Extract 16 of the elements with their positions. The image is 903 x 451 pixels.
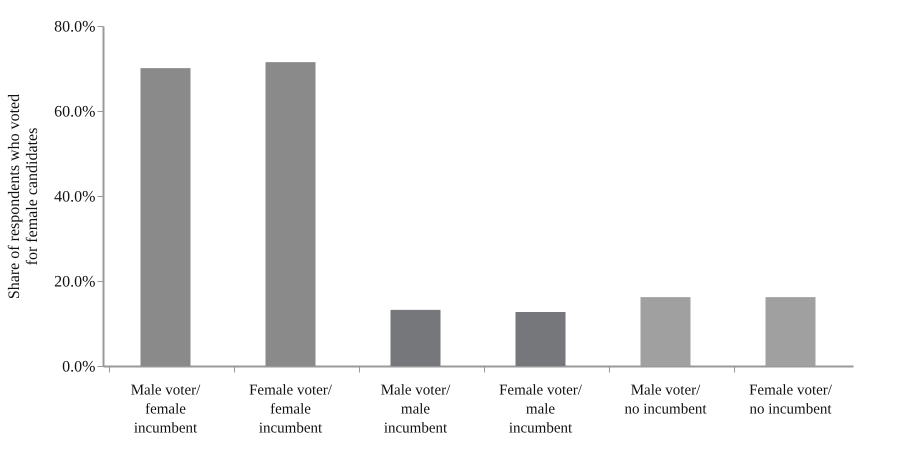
bar [516, 312, 566, 366]
x-tick-label: Female voter/ no incumbent [749, 382, 833, 418]
x-tick-label: Male voter/ female incumbent [130, 382, 202, 436]
x-tick-label: Female voter/ female incumbent [249, 382, 333, 436]
x-tick-label: Male voter/ male incumbent [380, 382, 452, 436]
x-tick-label: Male voter/ no incumbent [624, 382, 708, 418]
bar [390, 310, 440, 366]
bar [140, 68, 190, 366]
x-tick-label: Female voter/ male incumbent [499, 382, 583, 436]
y-tick-label: 80.0% [54, 18, 96, 36]
y-tick-label: 20.0% [54, 274, 96, 290]
y-tick-label: 40.0% [54, 188, 96, 206]
bar [266, 62, 316, 366]
y-tick-label: 0.0% [62, 358, 96, 376]
y-axis-title: Share of respondents who voted for female candidates [6, 94, 42, 300]
y-tick-label: 60.0% [54, 104, 96, 120]
